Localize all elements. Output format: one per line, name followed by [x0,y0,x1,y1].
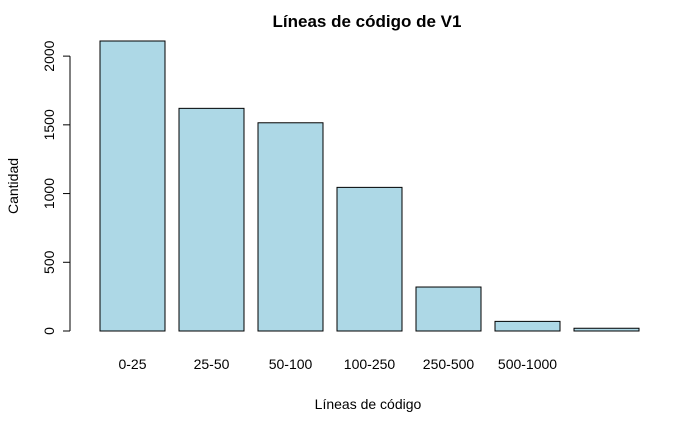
bar-3 [336,186,403,332]
y-axis: 0 500 1000 1500 2000 [41,40,71,335]
y-tick-label-4: 2000 [41,40,57,71]
x-axis-label: Líneas de código [315,396,422,412]
x-tick-label-1: 25-50 [194,356,230,372]
bars-group [99,40,640,332]
y-tick-label-1: 500 [41,250,57,274]
bar-5 [494,320,561,332]
y-tick-label-0: 0 [41,327,57,335]
y-tick-label-2: 1000 [41,178,57,209]
x-tick-label-2: 50-100 [269,356,313,372]
x-tick-labels: 0-25 25-50 50-100 100-250 250-500 500-1000 [118,356,557,372]
x-tick-label-5: 500-1000 [498,356,557,372]
x-tick-label-0: 0-25 [118,356,146,372]
bar-1 [178,107,245,332]
y-tick-label-3: 1500 [41,109,57,140]
y-axis-label: Cantidad [5,158,21,214]
bar-6 [573,327,640,332]
bar-2 [257,122,324,332]
bar-4 [415,286,482,332]
x-tick-label-3: 100-250 [344,356,396,372]
x-tick-label-4: 250-500 [423,356,475,372]
chart-title: Líneas de código de V1 [273,12,462,31]
bar-0 [99,40,166,332]
